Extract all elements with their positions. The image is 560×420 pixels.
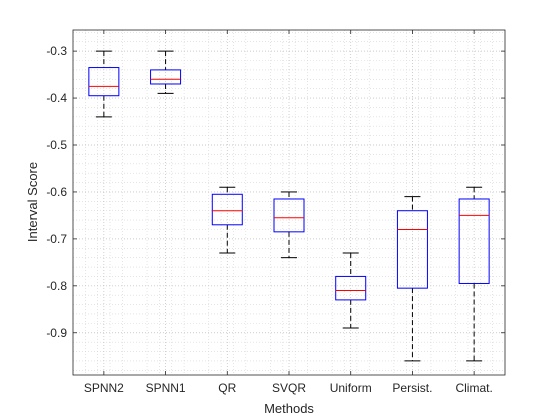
y-tick-label: -0.9: [46, 326, 67, 340]
x-tick-label: Persist.: [392, 381, 432, 395]
iqr-box: [396, 210, 428, 289]
iqr-box: [150, 69, 182, 85]
x-axis-label: Methods: [264, 401, 314, 416]
iqr-box: [335, 275, 367, 301]
box-spnn2: [88, 50, 120, 118]
iqr-box: [211, 193, 243, 226]
x-tick-label: Uniform: [330, 381, 372, 395]
box-uniform: [335, 252, 367, 329]
x-tick-label: SPNN2: [84, 381, 124, 395]
y-tick-label: -0.5: [46, 138, 67, 152]
iqr-box: [458, 198, 490, 284]
y-tick-label: -0.3: [46, 44, 67, 58]
box-layer: [88, 50, 490, 362]
box-spnn1: [150, 50, 182, 94]
x-tick-label: SPNN1: [146, 381, 186, 395]
iqr-box: [273, 198, 305, 233]
y-tick-label: -0.7: [46, 232, 67, 246]
y-axis-label: Interval Score: [25, 162, 40, 242]
y-tick-label: -0.6: [46, 185, 67, 199]
x-tick-label: Climat.: [455, 381, 492, 395]
y-tick-label: -0.4: [46, 91, 67, 105]
y-tick-label: -0.8: [46, 279, 67, 293]
x-tick-label: SVQR: [272, 381, 306, 395]
tick-layer: -0.9 -0.8 -0.7 -0.6 -0.5 -0.4 -0.3 SPNN2 SPNN1 QR…: [46, 30, 505, 395]
box-persist: [396, 196, 428, 362]
x-tick-label: QR: [218, 381, 236, 395]
box-qr: [211, 186, 243, 254]
box-svqr: [273, 191, 305, 259]
box-climat: [458, 186, 490, 362]
iqr-box: [88, 67, 120, 97]
